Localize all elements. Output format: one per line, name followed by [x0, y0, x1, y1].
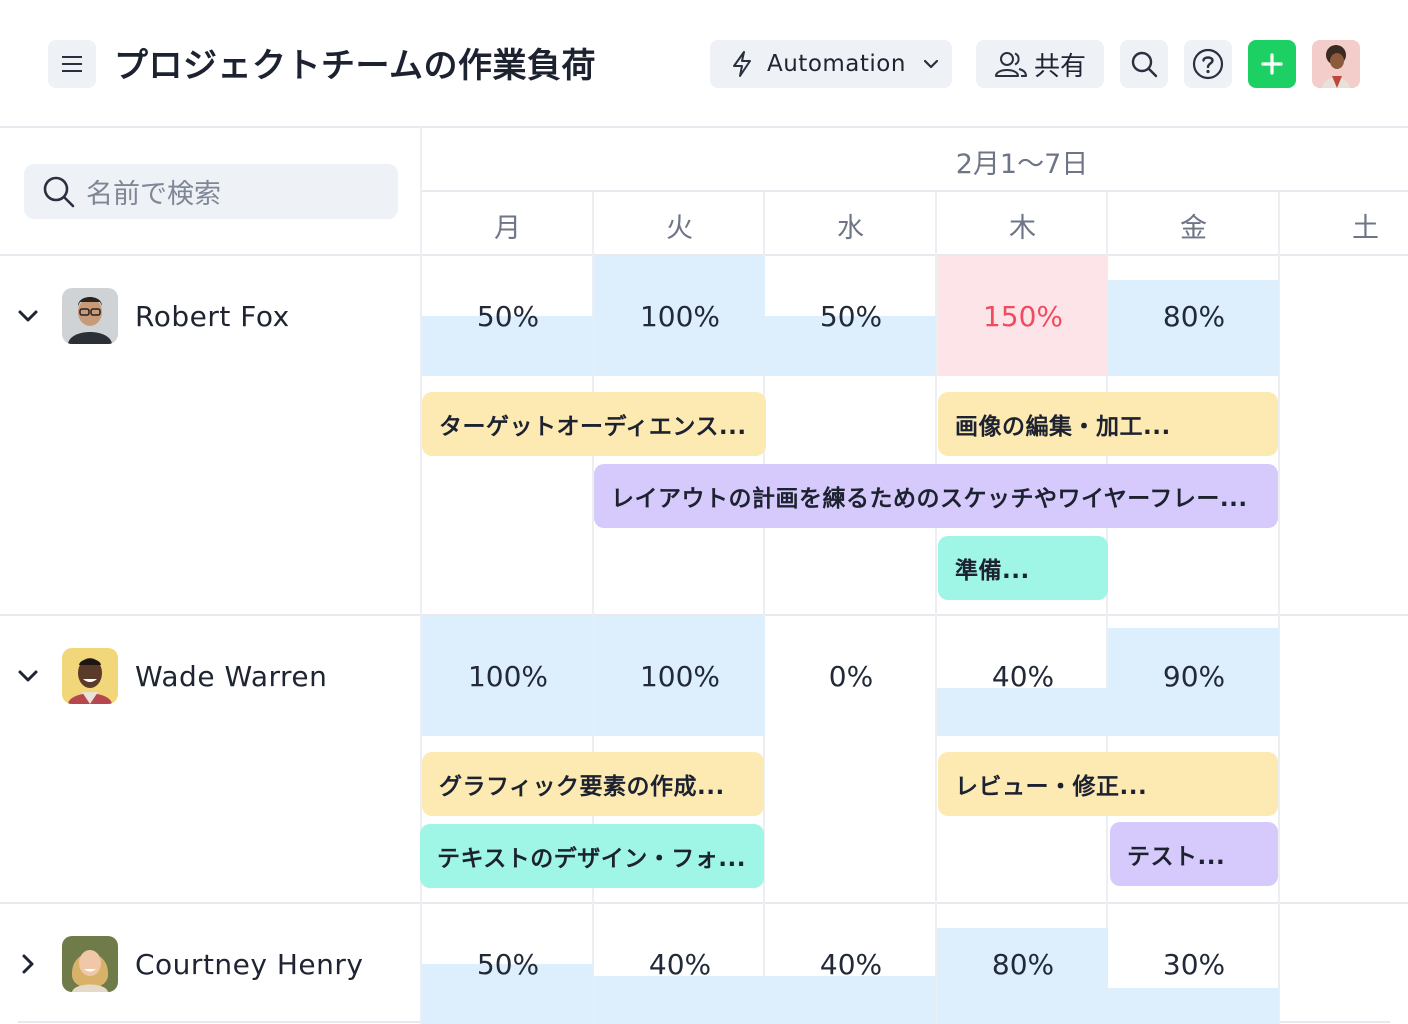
day-label-fri: 金 [1180, 213, 1207, 244]
column-divider [592, 192, 594, 1024]
capacity-label: 40% [819, 948, 883, 981]
capacity-label: 100% [639, 300, 721, 333]
search-icon [43, 176, 75, 207]
capacity-bar [1108, 628, 1279, 736]
day-label-thu: 木 [1009, 213, 1036, 244]
capacity-label: 40% [991, 660, 1055, 693]
capacity-bar [937, 928, 1108, 1024]
capacity-bar [594, 976, 765, 1024]
person-name: Robert Fox [135, 299, 290, 333]
chevron-down-icon [923, 59, 939, 69]
avatar [62, 936, 118, 992]
task-bar[interactable]: レビュー・修正... [938, 752, 1278, 816]
person-row-robert-fox[interactable]: Robert Fox [16, 288, 290, 344]
person-name: Wade Warren [135, 659, 328, 693]
capacity-bar [765, 316, 936, 376]
page-title: プロジェクトチームの作業負荷 [114, 46, 596, 86]
chevron-down-icon[interactable] [16, 664, 40, 688]
task-bar[interactable]: 準備... [938, 536, 1108, 600]
capacity-label: 80% [1162, 300, 1226, 333]
plus-icon [1261, 53, 1283, 75]
column-divider [935, 192, 937, 1024]
capacity-label: 100% [639, 660, 721, 693]
day-label-mon: 月 [494, 213, 521, 244]
share-label: 共有 [1033, 51, 1086, 82]
avatar [62, 648, 118, 704]
capacity-label: 90% [1162, 660, 1226, 693]
task-bar[interactable]: テキストのデザイン・フォ... [420, 824, 764, 888]
task-bar[interactable]: テスト... [1110, 822, 1278, 886]
add-button[interactable] [1248, 40, 1296, 88]
lightning-icon [733, 51, 751, 77]
capacity-bar [422, 964, 593, 1024]
capacity-label: 30% [1162, 948, 1226, 981]
menu-icon [62, 56, 82, 72]
capacity-bar [937, 256, 1108, 376]
capacity-bar [765, 976, 936, 1024]
column-divider [1106, 192, 1108, 1024]
capacity-label: 100% [467, 660, 549, 693]
week-divider [420, 190, 1408, 192]
row-divider-1 [0, 614, 1408, 616]
task-bar[interactable]: グラフィック要素の作成... [422, 752, 764, 816]
chevron-right-icon[interactable] [16, 952, 40, 976]
avatar-image [62, 288, 118, 344]
avatar-image [62, 648, 118, 704]
search-icon [1131, 51, 1158, 78]
column-divider [1278, 192, 1280, 1024]
capacity-label: 40% [648, 948, 712, 981]
capacity-bar [422, 616, 593, 736]
capacity-label: 80% [991, 948, 1055, 981]
automation-label: Automation [767, 51, 906, 77]
menu-button[interactable] [48, 40, 96, 88]
help-icon [1192, 48, 1224, 80]
automation-button[interactable]: Automation [710, 40, 952, 88]
users-icon [994, 52, 1027, 77]
person-name: Courtney Henry [135, 947, 364, 981]
person-row-wade-warren[interactable]: Wade Warren [16, 648, 327, 704]
task-bar[interactable]: 画像の編集・加工... [938, 392, 1278, 456]
capacity-label: 0% [828, 660, 874, 693]
header-divider [0, 126, 1408, 128]
avatar-image [62, 936, 118, 992]
name-search-input[interactable]: 名前で検索 [24, 164, 398, 219]
capacity-bar [594, 616, 765, 736]
user-avatar[interactable] [1312, 40, 1360, 88]
capacity-bar [937, 688, 1108, 736]
help-button[interactable] [1184, 40, 1232, 88]
week-range: 2月1〜7日 [955, 149, 1089, 180]
task-bar[interactable]: レイアウトの計画を練るためのスケッチやワイヤーフレー... [594, 464, 1278, 528]
column-divider [763, 192, 765, 1024]
share-button[interactable]: 共有 [976, 40, 1104, 88]
days-divider [0, 254, 1408, 256]
person-row-courtney-henry[interactable]: Courtney Henry [16, 936, 363, 992]
day-label-tue: 火 [666, 213, 693, 244]
capacity-label: 150% [982, 300, 1064, 333]
search-placeholder: 名前で検索 [86, 179, 221, 210]
capacity-label: 50% [476, 300, 540, 333]
search-button[interactable] [1120, 40, 1168, 88]
capacity-label: 50% [819, 300, 883, 333]
day-label-sat: 土 [1352, 213, 1379, 244]
day-label-wed: 水 [837, 213, 864, 244]
capacity-label: 50% [476, 948, 540, 981]
capacity-bar [1108, 988, 1279, 1024]
chevron-down-icon[interactable] [16, 304, 40, 328]
user-avatar-image [1312, 40, 1360, 88]
task-bar[interactable]: ターゲットオーディエンス... [422, 392, 766, 456]
capacity-bar [594, 256, 765, 376]
row-divider-2 [0, 902, 1408, 904]
avatar [62, 288, 118, 344]
capacity-bar [422, 316, 593, 376]
capacity-bar [1108, 280, 1279, 376]
sidebar-divider [420, 126, 422, 1024]
